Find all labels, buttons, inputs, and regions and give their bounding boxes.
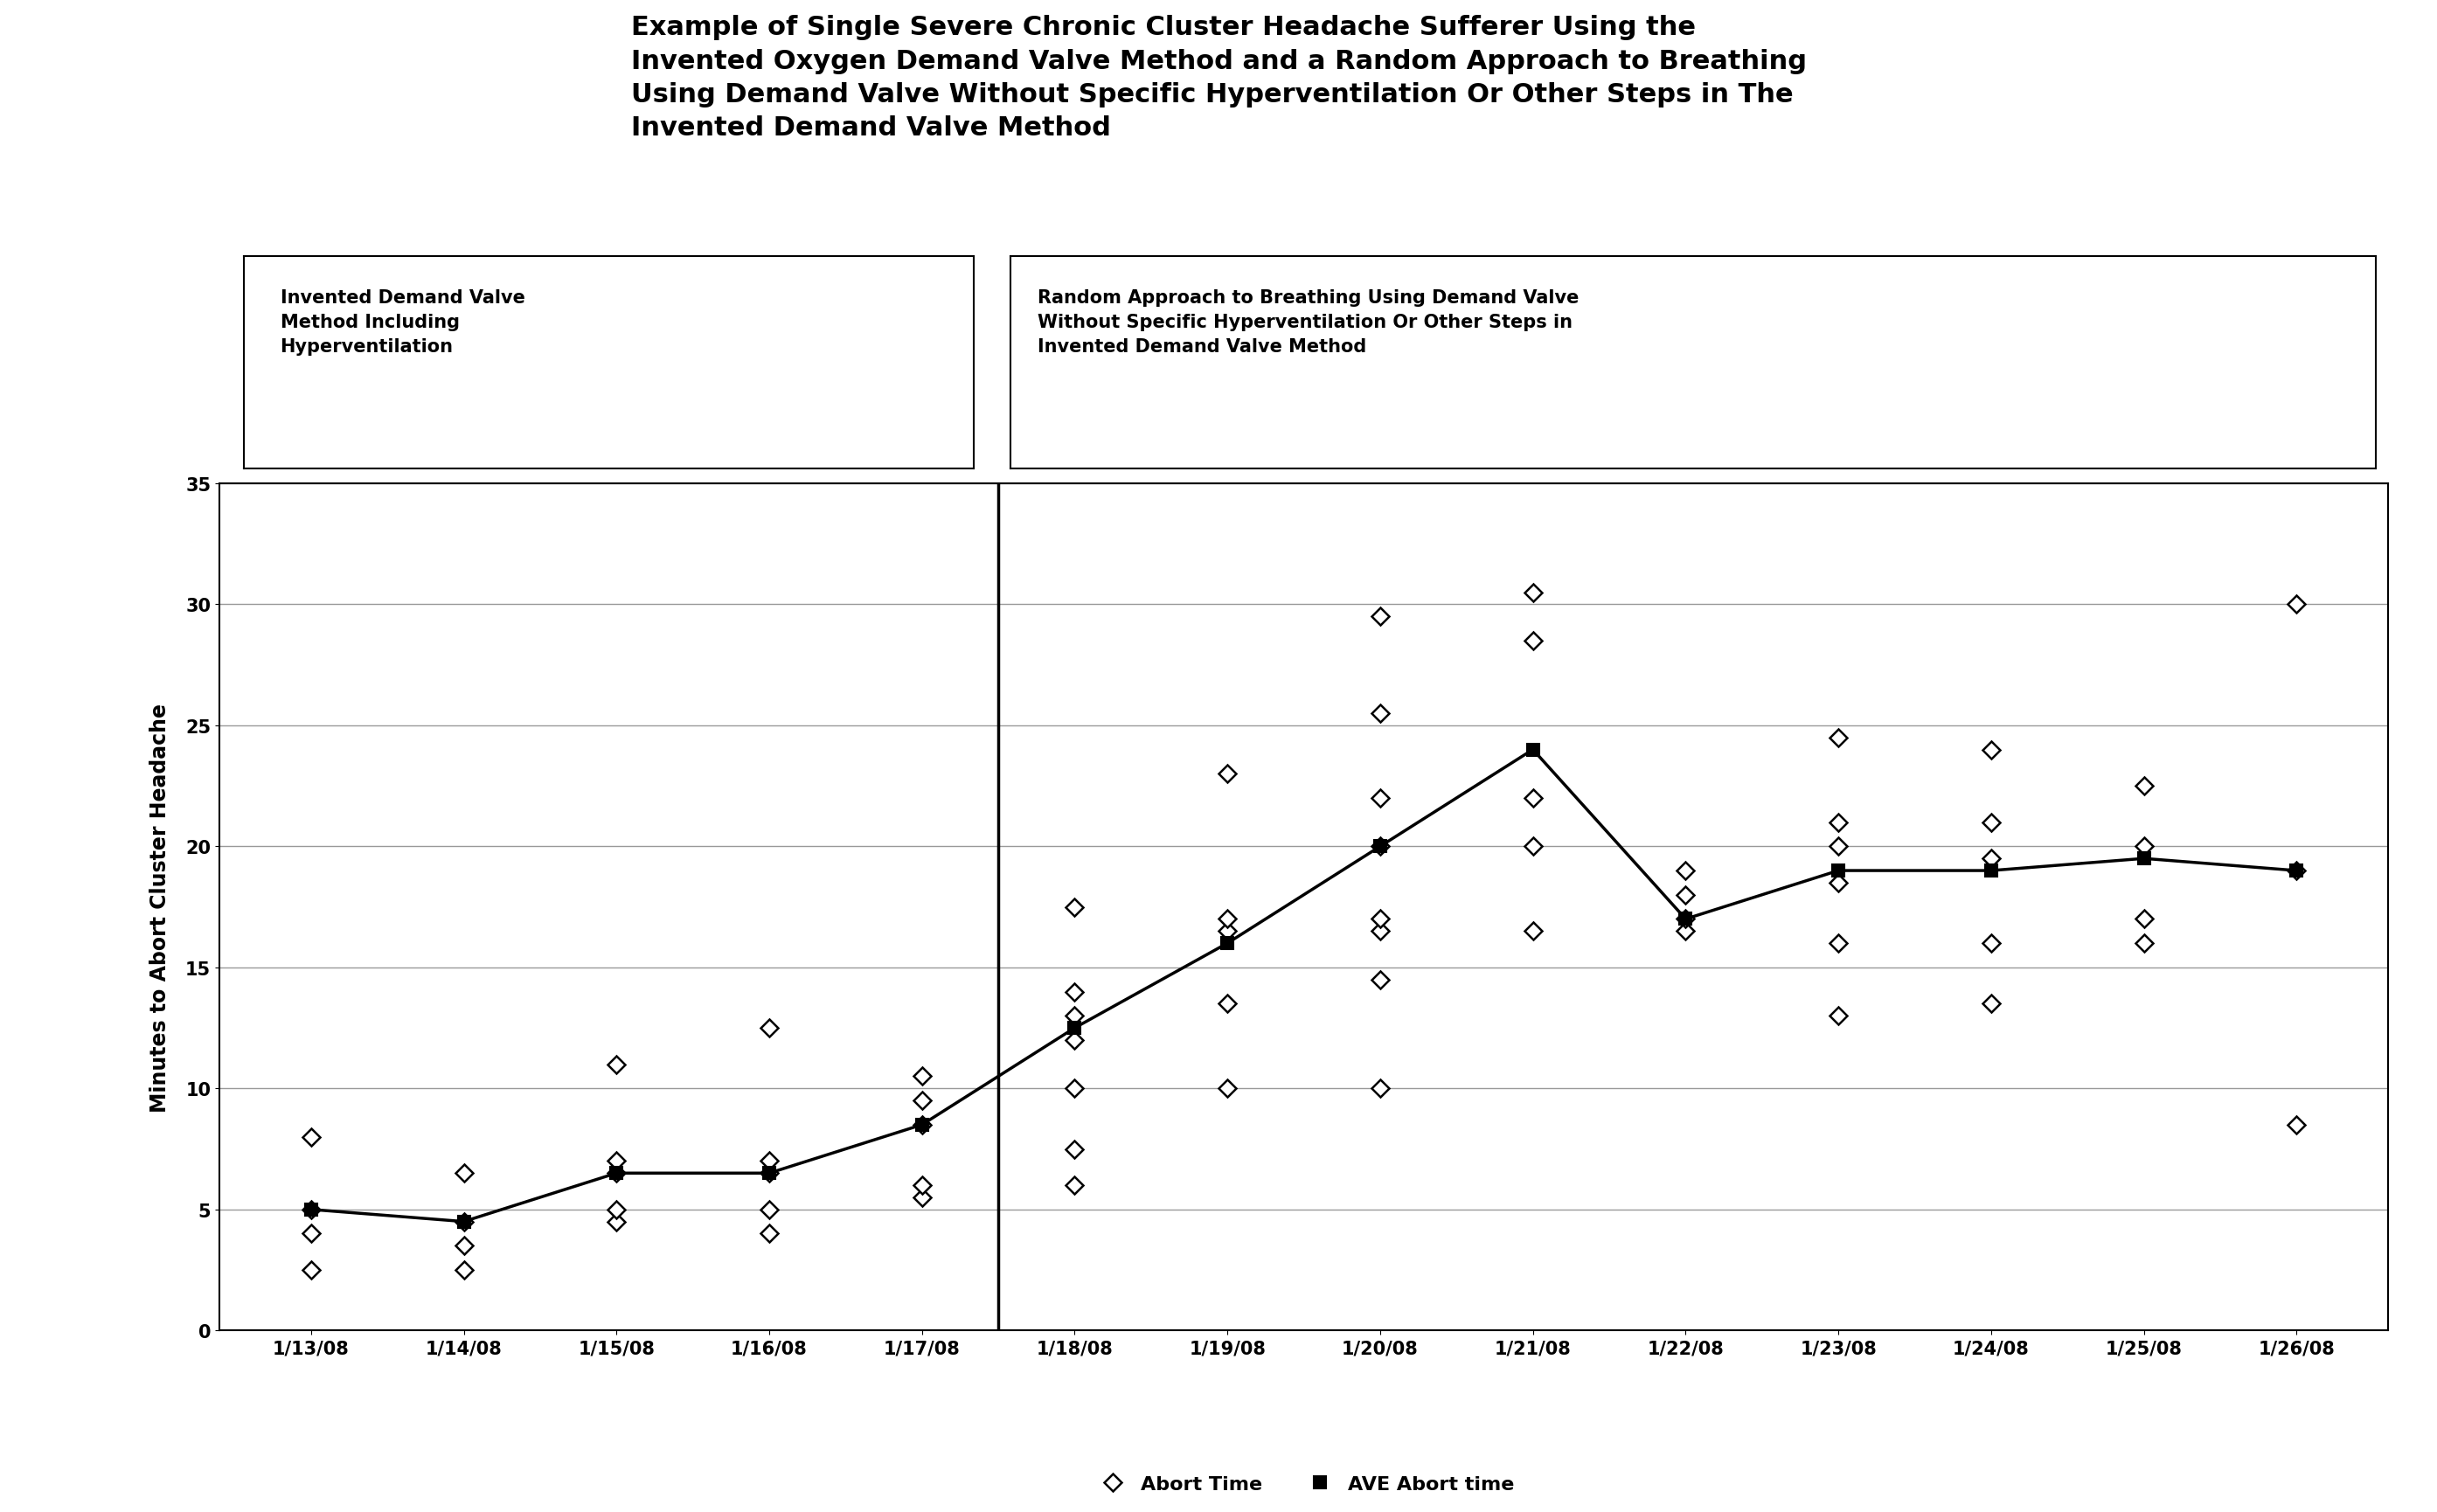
Legend: Abort Time, AVE Abort time: Abort Time, AVE Abort time [1087, 1467, 1521, 1500]
Text: Random Approach to Breathing Using Demand Valve
Without Specific Hyperventilatio: Random Approach to Breathing Using Deman… [1038, 289, 1579, 355]
Y-axis label: Minutes to Abort Cluster Headache: Minutes to Abort Cluster Headache [149, 703, 171, 1111]
Text: Example of Single Severe Chronic Cluster Headache Sufferer Using the
Invented Ox: Example of Single Severe Chronic Cluster… [631, 15, 1806, 141]
Text: Invented Demand Valve
Method Including
Hyperventilation: Invented Demand Valve Method Including H… [280, 289, 524, 355]
